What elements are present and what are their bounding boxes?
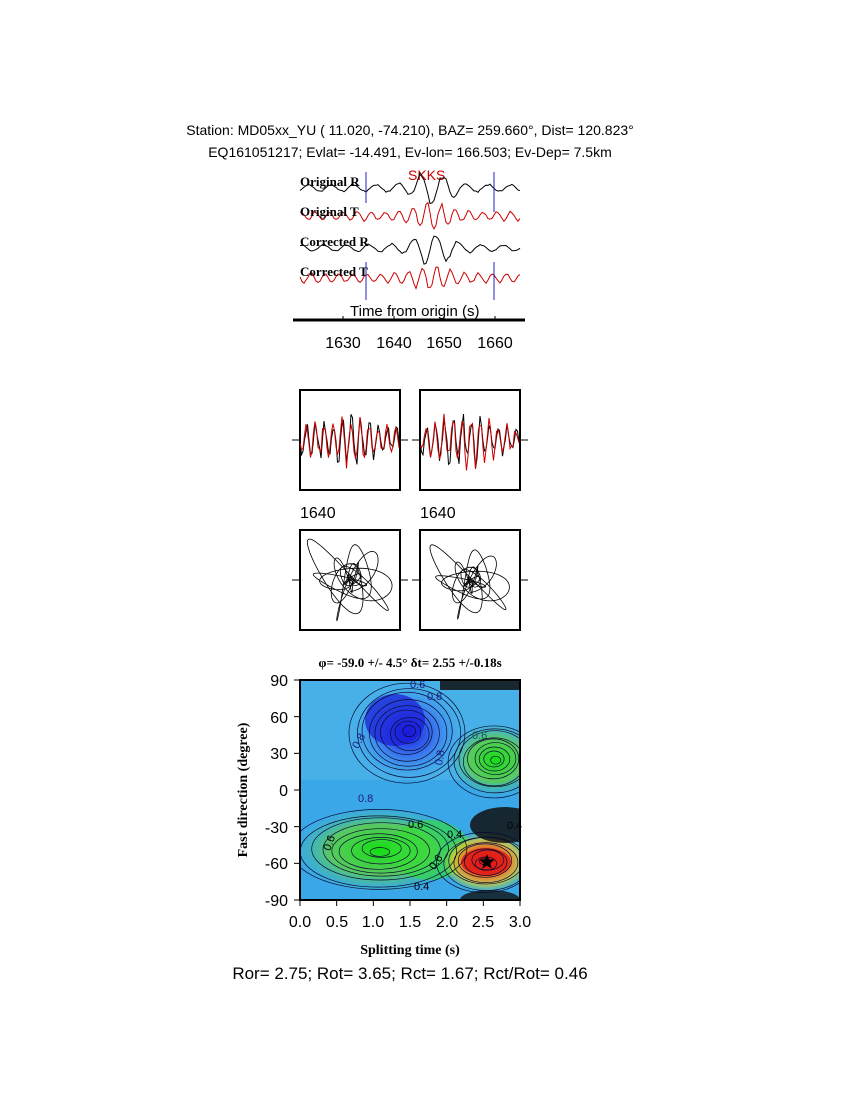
time-tick-1630: 1630 <box>325 335 361 352</box>
grid-y-tick-60: 60 <box>270 710 288 727</box>
contour-line <box>443 836 520 891</box>
contour-line <box>348 682 466 784</box>
grid-blob-green-upper <box>450 724 520 796</box>
contour-line <box>474 742 517 775</box>
contour-line <box>390 716 430 752</box>
particle-motion-corrected <box>412 529 528 631</box>
grid-x-tick-0: 0.0 <box>289 914 311 931</box>
corrected-t-trace <box>299 266 521 290</box>
contour-line <box>458 730 520 788</box>
particle-motion-trace <box>306 538 393 622</box>
contour-label: 0.4 <box>447 829 462 841</box>
contour-line <box>447 725 520 799</box>
grid-dark-lowright <box>470 807 520 843</box>
grid-x-axis-label: Splitting time (s) <box>360 943 460 958</box>
contour-line <box>490 755 502 765</box>
grid-y-tick-30: 30 <box>270 746 288 763</box>
time-tick-1650: 1650 <box>426 335 462 352</box>
contour-line <box>436 832 520 893</box>
trace-label-corrected-r: Corrected R <box>300 234 369 249</box>
contour-line <box>467 738 520 780</box>
contour-line <box>463 737 520 787</box>
contour-line <box>361 691 453 771</box>
corrected-r-trace <box>299 235 521 265</box>
contour-line <box>300 809 468 890</box>
trace-label-corrected-t: Corrected T <box>300 264 368 279</box>
grid-y-axis-label: Fast direction (degree) <box>236 722 251 857</box>
contour-line <box>448 837 520 885</box>
time-tick-1660: 1660 <box>477 335 513 352</box>
contour-label: 0.6 <box>410 679 425 691</box>
grid-search-title: φ= -59.0 +/- 4.5° δt= 2.55 +/-0.18s <box>318 655 501 670</box>
contour-label: 0.4 <box>414 881 429 893</box>
contour-line <box>357 688 462 778</box>
grid-x-tick-3: 1.5 <box>399 914 421 931</box>
contour-line <box>453 728 520 794</box>
waveform-t-trace <box>299 416 400 469</box>
best-fit-star <box>479 854 495 869</box>
trace-panel: SKKS Original R Original T Corrected R C… <box>293 167 525 352</box>
grid-x-tick-2: 1.0 <box>362 914 384 931</box>
contour-line <box>471 849 505 871</box>
time-tick-1640: 1640 <box>376 335 412 352</box>
grid-dark-top <box>440 680 520 690</box>
station-header: Station: MD05xx_YU ( 11.020, -74.210), B… <box>186 122 634 138</box>
waveform-overlay-right <box>412 389 528 491</box>
ratio-summary: Ror= 2.75; Rot= 3.65; Rct= 1.67; Rct/Rot… <box>232 964 587 983</box>
original-t-trace <box>299 201 521 230</box>
trace-curves <box>299 171 521 290</box>
grid-y-tick-m60: -60 <box>265 856 288 873</box>
contour-line <box>394 720 422 744</box>
contour-line <box>374 705 440 762</box>
contour-line <box>351 837 411 865</box>
contour-line <box>322 822 441 877</box>
contour-label: 0.6 <box>322 834 339 852</box>
grid-search-map <box>300 680 520 900</box>
grid-x-tick-5: 2.5 <box>472 914 494 931</box>
grid-y-tick-m90: -90 <box>265 893 288 910</box>
grid-x-tick-4: 2.0 <box>436 914 458 931</box>
grid-x-tick-6: 3.0 <box>509 914 531 931</box>
phase-label: SKKS <box>408 167 445 183</box>
contour-line <box>369 699 448 767</box>
trace-label-original-t: Original T <box>300 204 359 219</box>
event-header: EQ161051217; Evlat= -14.491, Ev-lon= 166… <box>208 144 612 160</box>
contour-label: 0.6 <box>472 730 487 742</box>
contour-line <box>338 833 418 870</box>
time-axis-label: Time from origin (s) <box>350 303 479 320</box>
contour-line <box>331 828 430 874</box>
contour-line <box>369 847 391 857</box>
trace-label-original-r: Original R <box>300 174 360 189</box>
grid-x-ticks <box>299 900 521 906</box>
grid-y-tick-90: 90 <box>270 673 288 690</box>
grid-x-tick-1: 0.5 <box>326 914 348 931</box>
time-axis-ticks <box>342 316 496 320</box>
contour-line <box>453 842 519 883</box>
contour-line <box>457 843 513 878</box>
contour-label: 0.8 <box>427 691 442 703</box>
particle-motion-trace <box>429 544 510 620</box>
waveform-overlay-left <box>292 389 408 491</box>
particle-motion-original <box>292 529 408 631</box>
contour-line <box>311 817 449 881</box>
waveform-t-trace <box>419 413 520 471</box>
contour-line <box>402 725 416 738</box>
contour-line <box>361 839 402 858</box>
contour-line <box>464 848 508 876</box>
grid-y-tick-0: 0 <box>279 783 288 800</box>
waveform-tick-right: 1640 <box>420 505 456 522</box>
contour-label: 0.4 <box>507 820 522 832</box>
contour-labels: 0.8 0.8 0.8 0.8 0.6 0.6 0.6 0.6 0.4 0.4 … <box>322 679 523 893</box>
contour-label: 0.6 <box>408 819 423 831</box>
grid-y-tick-m30: -30 <box>265 820 288 837</box>
contour-line <box>380 709 433 755</box>
grid-y-ticks <box>294 679 300 901</box>
waveform-tick-left: 1640 <box>300 505 336 522</box>
contour-line <box>483 750 505 768</box>
contour-line <box>478 746 511 772</box>
original-r-trace <box>299 171 521 205</box>
contour-label: 0.8 <box>358 793 373 805</box>
contour-label: 0.8 <box>433 749 447 766</box>
